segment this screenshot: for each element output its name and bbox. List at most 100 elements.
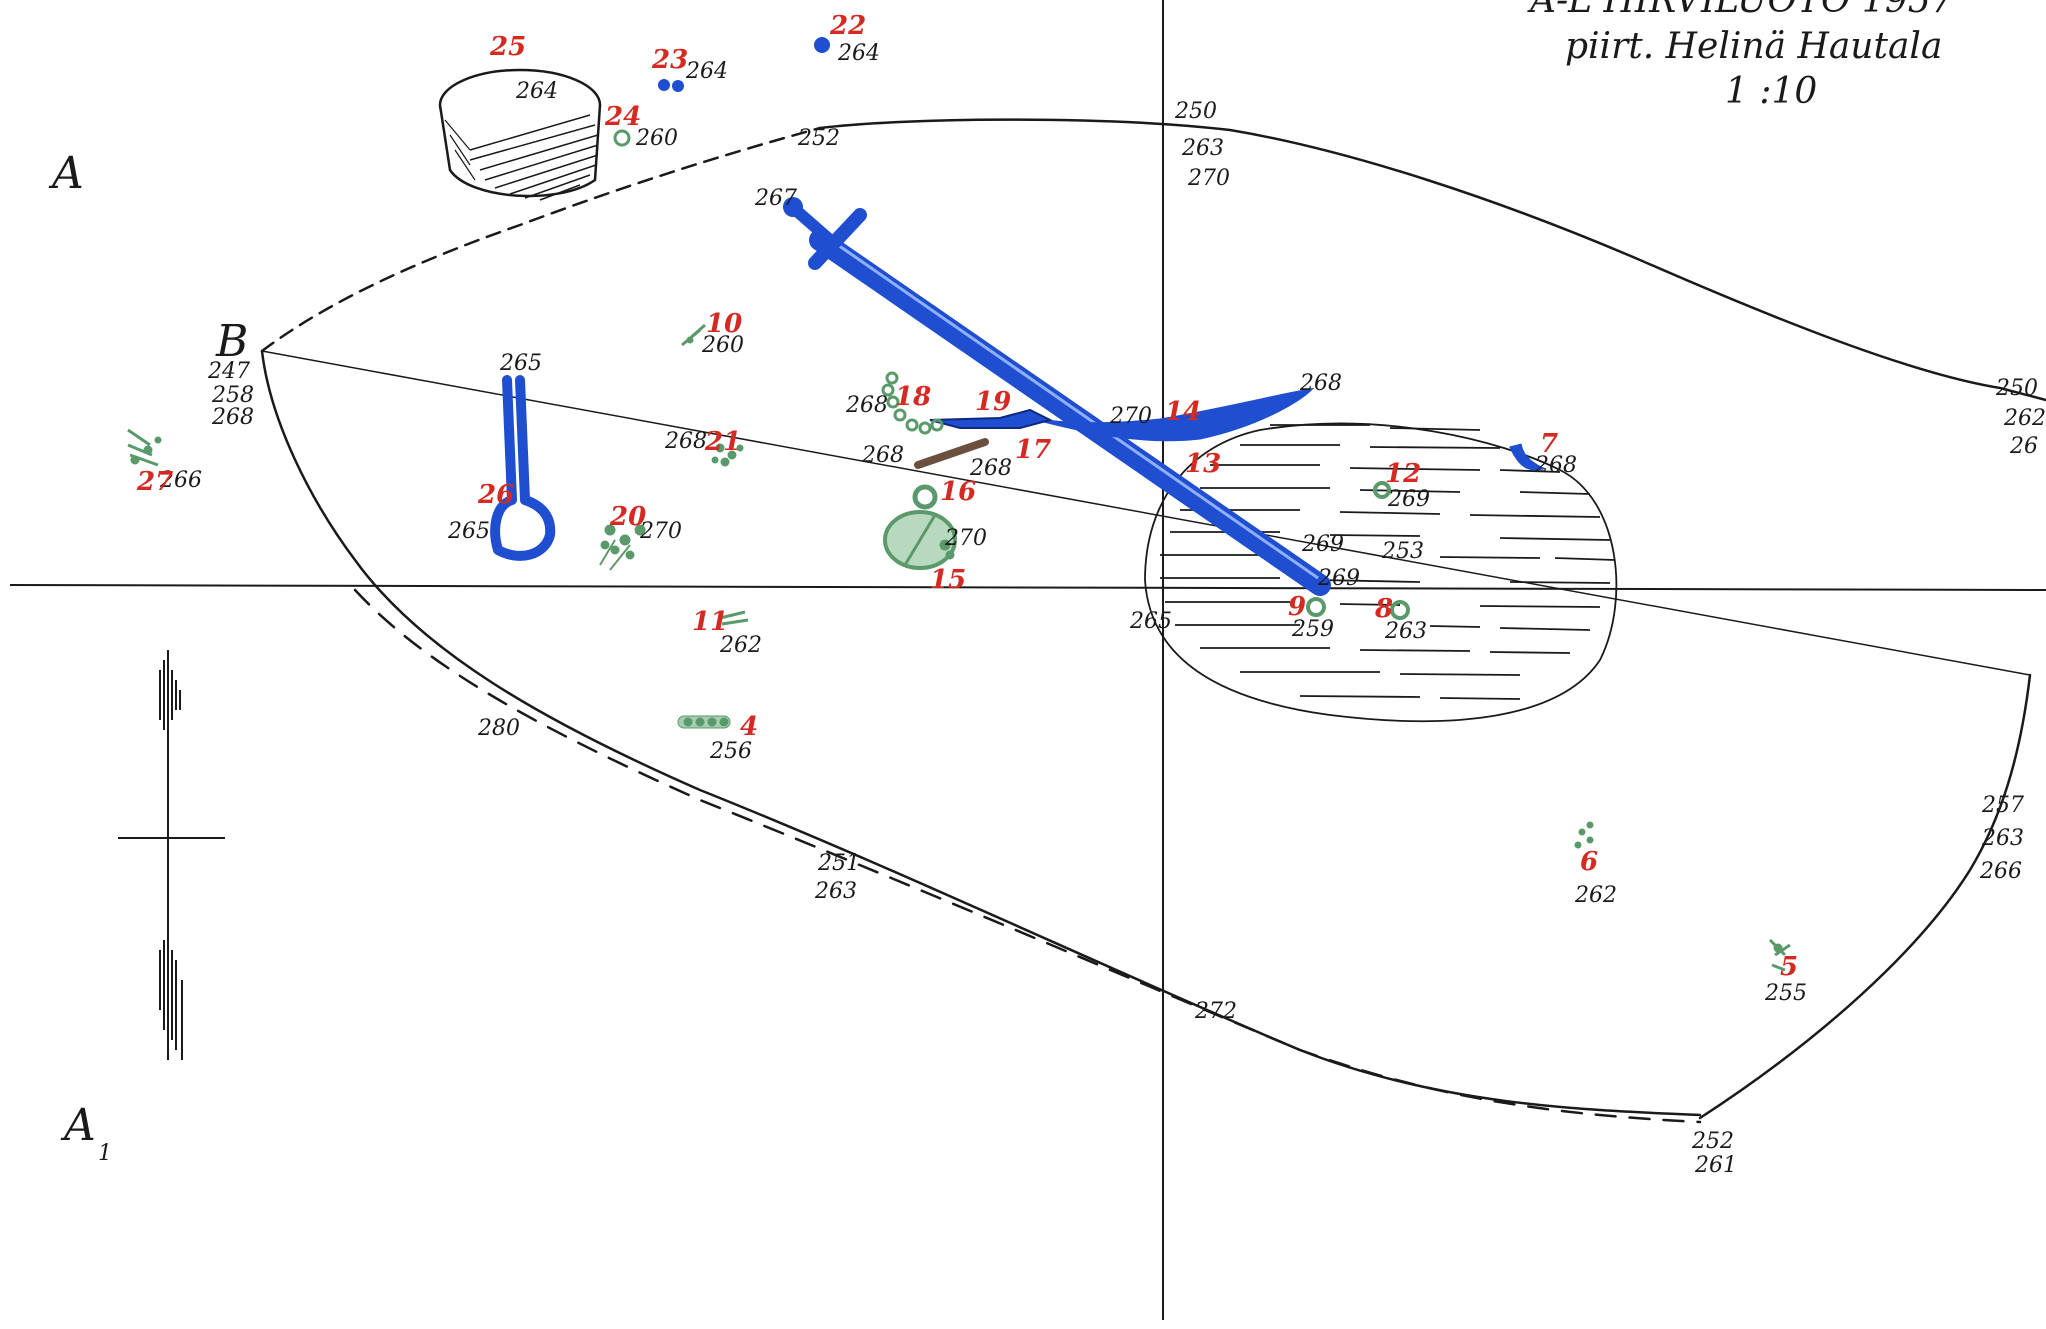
depth-266-27: 266 [159, 468, 202, 493]
depth-265-26left: 265 [447, 519, 490, 544]
knife-17 [914, 438, 989, 469]
find-number-22: 22 [829, 11, 866, 41]
depth-269-12: 269 [1387, 487, 1430, 512]
depth-263-8: 263 [1384, 619, 1427, 644]
find-12-ring [1373, 481, 1391, 499]
depth-270-20: 270 [639, 519, 682, 544]
depth-268-17b: 268 [969, 456, 1012, 481]
find-number-21: 21 [704, 427, 741, 457]
stone-25 [438, 68, 602, 201]
label-A: A [48, 148, 84, 199]
section-letters: A A 1 B [48, 148, 248, 1166]
find-number-16: 16 [940, 477, 976, 507]
find-27-bronze [127, 428, 162, 467]
label-A1-subscript: 1 [98, 1141, 112, 1166]
find-10-bronze [681, 323, 706, 347]
hatched-pit [1144, 422, 1618, 723]
depth-bottom-mid-1: 251 [817, 851, 860, 876]
find-number-24: 24 [604, 102, 641, 132]
depth-260-24: 260 [635, 126, 678, 151]
find-number-18: 18 [895, 382, 931, 412]
find-18-bronze [881, 371, 944, 435]
depth-268-17: 268 [861, 443, 904, 468]
find-9-ring [1306, 597, 1326, 617]
depth-270-15: 270 [944, 526, 987, 551]
depth-252: 252 [797, 126, 840, 151]
depth-b-1: 247 [207, 359, 250, 384]
depth-280: 280 [477, 716, 520, 741]
depth-256-4: 256 [709, 739, 752, 764]
find-number-6: 6 [1580, 847, 1598, 877]
depth-268-spear: 268 [1299, 371, 1342, 396]
depth-265-cross: 265 [1129, 609, 1172, 634]
find-7-iron [1509, 443, 1547, 471]
depth-262-6: 262 [1574, 883, 1617, 908]
depth-255-5: 255 [1764, 981, 1807, 1006]
outline-right-solid [1698, 673, 2032, 1120]
depth-b-2: 258 [211, 383, 254, 408]
depth-272: 272 [1194, 999, 1237, 1024]
find-20-bronze [599, 524, 646, 571]
key-26 [490, 375, 556, 561]
title-block: A-L HIRVILUOTO 1957 piirt. Helinä Hautal… [1527, 0, 1954, 112]
depth-right-top-2: 262 [2003, 406, 2046, 431]
depth-top-center-3: 270 [1187, 166, 1230, 191]
depth-267: 267 [754, 186, 797, 211]
find-number-19: 19 [975, 387, 1011, 417]
find-number-27: 27 [136, 467, 173, 497]
depth-right-mid-2: 263 [1981, 826, 2024, 851]
find-number-20: 20 [609, 502, 646, 532]
sword-crossguard [808, 208, 867, 270]
depth-top-center-1: 250 [1174, 99, 1217, 124]
find-16-ring [912, 484, 938, 510]
depth-268-7: 268 [1534, 453, 1577, 478]
label-B: B [215, 316, 248, 367]
find-6-bronze [1574, 821, 1594, 849]
find-number-25: 25 [489, 32, 526, 62]
find-number-23: 23 [651, 45, 688, 75]
depth-top-center-2: 263 [1181, 136, 1224, 161]
depth-264-25: 264 [515, 79, 558, 104]
find-number-12: 12 [1385, 459, 1421, 489]
title-site-year: A-L HIRVILUOTO 1957 [1527, 0, 1954, 21]
depth-right-top-1: 250 [1995, 376, 2038, 401]
depth-b-3: 268 [211, 405, 254, 430]
depth-right-mid-3: 266 [1979, 859, 2022, 884]
find-number-5: 5 [1780, 952, 1798, 982]
find-5-bronze [1768, 938, 1791, 972]
title-drawn-by: piirt. Helinä Hautala [1565, 26, 1942, 67]
sword-pommel [783, 197, 803, 217]
find-number-15: 15 [930, 565, 966, 595]
depth-253: 253 [1381, 539, 1424, 564]
depth-265-26top: 265 [499, 351, 542, 376]
find-number-11: 11 [692, 607, 728, 637]
find-23-iron [658, 79, 670, 91]
depth-264-22: 264 [837, 41, 880, 66]
find-number-13: 13 [1185, 449, 1221, 479]
outline-bottom-dashed [353, 588, 1702, 1124]
depth-269-b: 269 [1317, 566, 1360, 591]
spearhead-14 [1039, 387, 1315, 442]
depth-bottom-mid-2: 263 [814, 879, 857, 904]
find-number-14: 14 [1165, 397, 1201, 427]
find-number-8: 8 [1374, 594, 1393, 624]
find-number-17: 17 [1015, 435, 1051, 465]
find-number-26: 26 [477, 480, 514, 510]
find-number-10: 10 [706, 309, 742, 339]
find-number-4: 4 [740, 712, 758, 742]
horizontal-axis-line [9, 584, 2046, 591]
find-15-brooch [883, 510, 957, 570]
find-number-9: 9 [1288, 592, 1306, 622]
iron-finds [490, 37, 1547, 596]
depth-259-9: 259 [1291, 617, 1334, 642]
find-number-7: 7 [1540, 429, 1558, 459]
depth-bottom-right-1: 252 [1691, 1129, 1734, 1154]
depth-numbers: 247 258 268 250 263 270 250 262 26 257 2… [159, 41, 2046, 1178]
depth-264-23: 264 [685, 59, 728, 84]
grave-outline [260, 118, 2046, 1124]
depth-260-10: 260 [701, 333, 744, 358]
depth-268-18: 268 [845, 393, 888, 418]
depth-262-11: 262 [719, 633, 762, 658]
sword-blade [809, 229, 1331, 596]
